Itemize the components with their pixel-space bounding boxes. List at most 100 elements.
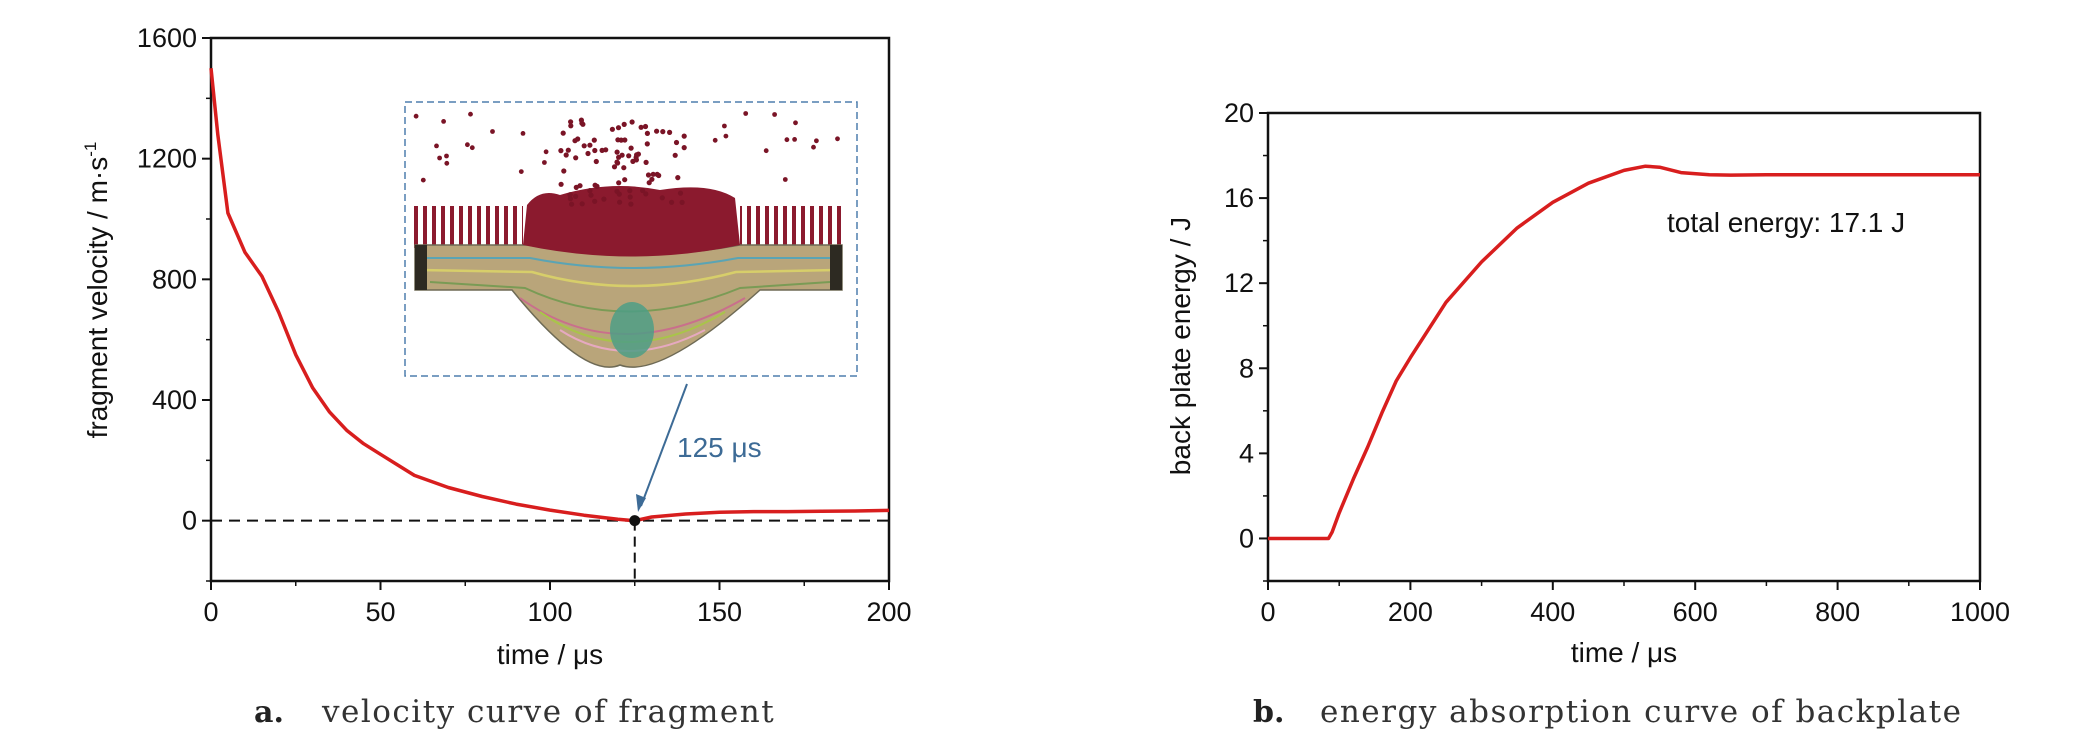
inset-debris-particle	[643, 191, 649, 197]
panel-b-x-tick-label: 0	[1260, 597, 1275, 627]
inset-debris-particle	[643, 159, 649, 165]
inset-debris-particle	[723, 133, 729, 139]
inset-debris-particle	[578, 117, 585, 123]
panel-b-caption-letter: b.	[1253, 695, 1284, 730]
inset-debris-particle	[573, 193, 579, 199]
inset-debris-particle	[592, 182, 598, 188]
inset-crater-core	[610, 302, 654, 358]
panel-a-y-tick-label: 400	[152, 385, 197, 415]
inset-debris-particle	[573, 155, 579, 161]
inset-debris-particle	[468, 111, 473, 117]
inset-debris-particle	[681, 133, 687, 139]
inset-debris-particle	[591, 137, 597, 143]
inset-debris-particle	[518, 169, 524, 175]
inset-debris-particle	[490, 129, 495, 134]
panel-b-y-tick-label: 20	[1224, 98, 1254, 128]
panel-a-caption-letter: a.	[254, 695, 284, 730]
inset-debris-particle	[712, 137, 718, 143]
inset-debris-particle	[763, 148, 769, 154]
inset-debris-particle	[772, 112, 777, 117]
panel-a-x-axis-title: time / μs	[497, 639, 603, 670]
inset-debris-particle	[420, 177, 426, 183]
panel-b-x-axis-title: time / μs	[1571, 637, 1677, 668]
panel-a-velocity-chart: 0 400 800 1200 1600 0 50 100 150 200 125 μs	[81, 23, 912, 730]
panel-a-x-tick-label: 0	[203, 597, 218, 627]
inset-debris-particle	[465, 142, 470, 148]
inset-debris-particle	[599, 147, 605, 153]
inset-debris-particle	[558, 148, 564, 154]
inset-debris-particle	[626, 153, 632, 159]
panel-b-y-tick-label: 8	[1239, 353, 1254, 383]
inset-debris-particle	[579, 201, 585, 207]
inset-border	[404, 101, 858, 377]
inset-debris-particle	[585, 150, 591, 157]
inset-debris-particle	[437, 155, 442, 161]
panel-b-y-tick-label: 12	[1224, 268, 1254, 298]
panel-b-energy-series-line	[1268, 164, 1980, 541]
inset-debris-particle	[614, 159, 620, 165]
panel-b-y-ticks: 0 4 8 12 16 20	[1224, 98, 1268, 582]
inset-debris-particle	[609, 126, 616, 132]
inset-debris-particle	[542, 160, 547, 165]
inset-debris-particle	[638, 124, 644, 130]
inset-debris-particle	[669, 199, 675, 205]
inset-debris-particle	[592, 147, 598, 154]
panel-b-caption: energy absorption curve of backplate	[1320, 694, 1962, 730]
inset-debris-particle	[568, 119, 574, 125]
panel-b-x-tick-label: 1000	[1950, 597, 2010, 627]
inset-debris-particle	[814, 138, 819, 144]
inset-debris-particle	[614, 149, 620, 155]
inset-fins-right	[740, 206, 842, 248]
panel-a-y-tick-label: 0	[182, 506, 197, 536]
inset-debris-particle	[654, 128, 660, 134]
inset-debris-particle	[654, 171, 660, 177]
inset-debris-particle	[629, 119, 635, 125]
inset-debris-particle	[434, 143, 439, 149]
panel-b-x-tick-label: 800	[1815, 597, 1860, 627]
inset-debris-particle	[575, 136, 581, 142]
inset-debris-particle	[444, 160, 450, 166]
panel-a-velocity-series-line	[209, 68, 890, 523]
inset-debris-particle	[543, 149, 549, 155]
inset-debris-particle	[616, 180, 622, 186]
inset-debris-particle	[601, 196, 607, 202]
panel-a-y-tick-label: 1200	[137, 144, 197, 174]
inset-debris-particle	[621, 121, 627, 127]
inset-debris-particle	[681, 145, 687, 151]
panel-b-y-axis-title: back plate energy / J	[1165, 217, 1196, 475]
inset-debris-particle	[722, 123, 727, 129]
panel-a-y-axis-title: fragment velocity / m·s-1	[81, 142, 113, 439]
inset-debris-particle	[565, 147, 571, 153]
inset-debris-particle	[592, 198, 598, 204]
inset-debris-particle	[616, 191, 622, 197]
inset-debris-particle	[573, 184, 579, 190]
inset-debris-particle	[587, 142, 593, 148]
inset-debris-particle	[444, 153, 449, 159]
inset-debris-particle	[560, 130, 566, 136]
inset-debris-particle	[675, 175, 681, 181]
inset-debris-particle	[567, 196, 574, 202]
panel-b-energy-chart: 0 4 8 12 16 20 0 200 400 600 800 1000 total energy…	[1165, 98, 2010, 730]
panel-b-y-tick-label: 0	[1239, 523, 1254, 553]
inset-debris-particle	[627, 194, 633, 200]
inset-debris-particle	[588, 192, 594, 198]
panel-a-x-tick-label: 50	[365, 597, 395, 627]
inset-debris-particle	[558, 181, 564, 187]
inset-debris-particle	[628, 201, 634, 207]
inset-debris-particle	[593, 158, 599, 165]
inset-debris-particle	[619, 152, 625, 158]
inset-debris-particle	[811, 144, 816, 150]
panel-a-x-tick-label: 100	[527, 597, 572, 627]
inset-debris-particle	[563, 152, 569, 158]
inset-debris-particle	[441, 119, 446, 124]
panel-b-plot-frame	[1266, 111, 1982, 583]
inset-debris-particle	[618, 137, 624, 143]
inset-debris-particle	[581, 143, 587, 149]
inset-plate-edge-left	[415, 245, 427, 290]
inset-debris-particle	[561, 168, 567, 174]
inset-debris-particles	[413, 111, 840, 207]
inset-debris-particle	[672, 152, 678, 158]
panel-b-y-tick-label: 16	[1224, 183, 1254, 213]
inset-debris-particle	[743, 111, 749, 116]
inset-debris-particle	[642, 123, 649, 130]
